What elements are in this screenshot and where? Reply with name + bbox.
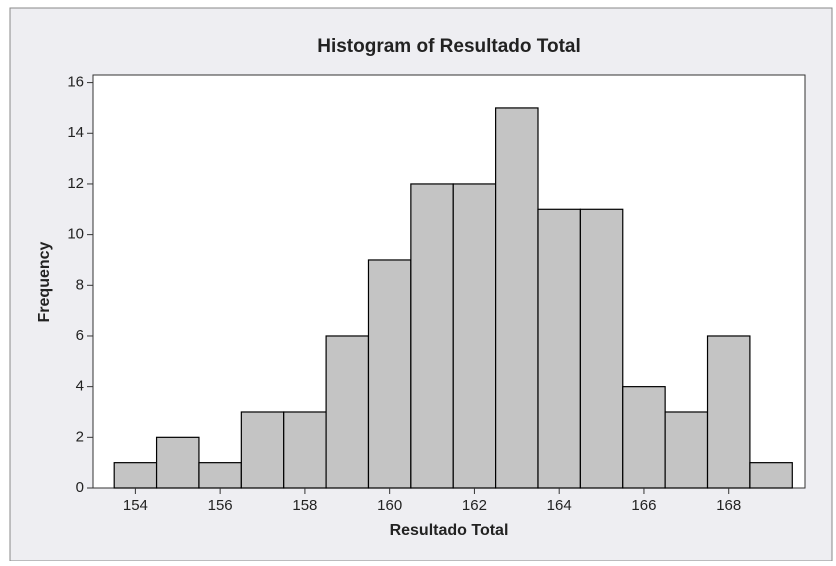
y-tick-label: 2 [76,428,84,445]
bar [155,436,200,489]
y-tick-label: 10 [67,226,84,243]
bar [749,462,793,489]
bar [579,208,624,489]
bar [198,462,242,489]
bar [537,208,581,489]
x-axis-label: Resultado Total [390,522,509,539]
x-tick-label: 156 [208,497,233,514]
x-tick-label: 168 [716,497,741,514]
y-tick-label: 0 [76,479,84,496]
bar [495,107,539,489]
bar [367,259,412,489]
bar [622,386,666,489]
x-tick-label: 166 [631,497,656,514]
y-tick-label: 8 [76,276,84,293]
bar [706,335,751,489]
y-tick-label: 12 [67,175,84,192]
y-tick-label: 6 [76,327,84,344]
x-tick-label: 160 [377,497,402,514]
bar [452,183,497,489]
y-tick-label: 16 [67,74,84,91]
x-tick-label: 154 [123,497,148,514]
y-tick-label: 4 [76,378,84,395]
bar [664,411,709,489]
bar [325,335,370,489]
x-tick-label: 158 [292,497,317,514]
bar [240,411,285,489]
bar [283,411,327,489]
chart-title: Histogram of Resultado Total [317,36,581,57]
y-tick-label: 14 [67,124,84,141]
x-tick-label: 164 [547,497,572,514]
bar [410,183,454,489]
x-tick-label: 162 [462,497,487,514]
bar [113,462,158,489]
y-axis-label: Frequency [36,241,53,322]
